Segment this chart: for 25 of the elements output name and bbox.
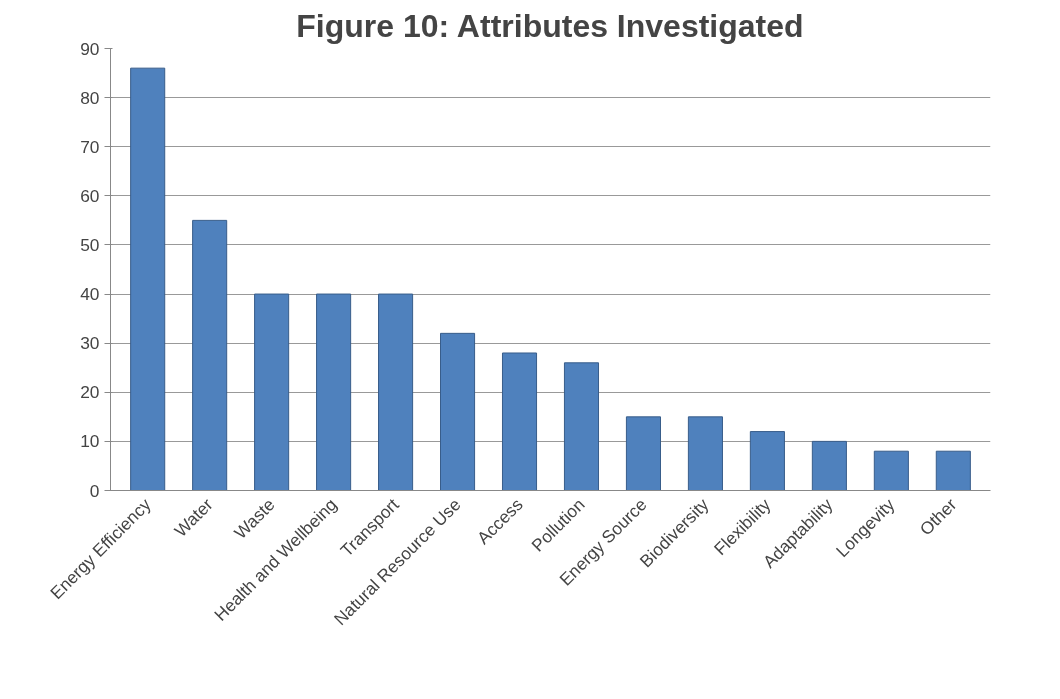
y-tick-label: 20	[80, 382, 100, 403]
y-tick-label: 0	[89, 480, 100, 501]
y-tick-label: 90	[80, 38, 100, 59]
y-tick-label: 40	[80, 284, 100, 305]
bar	[501, 352, 538, 491]
y-tick-label: 30	[80, 333, 100, 354]
bar	[440, 332, 476, 491]
y-tick-label: 50	[80, 234, 100, 255]
y-tick-label: 60	[80, 185, 100, 206]
chart-title: Figure 10: Attributes Investigated	[296, 7, 804, 44]
bar	[130, 67, 166, 491]
bar	[563, 362, 600, 491]
bar	[316, 293, 352, 491]
y-tick-label: 80	[80, 87, 100, 108]
bar	[687, 416, 723, 491]
bar	[811, 440, 847, 491]
y-tick-label: 10	[80, 431, 100, 452]
bar	[749, 431, 785, 491]
bar	[625, 416, 661, 491]
bar	[378, 293, 414, 491]
bar	[254, 293, 290, 491]
bar	[873, 450, 909, 491]
bar	[192, 219, 228, 491]
bar	[935, 450, 971, 491]
y-tick-label: 70	[80, 136, 100, 157]
